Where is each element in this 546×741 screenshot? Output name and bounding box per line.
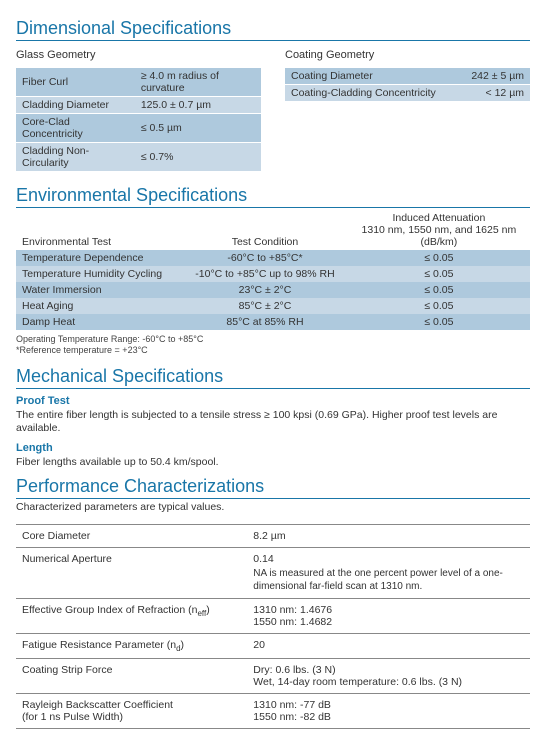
table-cell: Damp Heat [16, 314, 182, 330]
table-row: Fatigue Resistance Parameter (nd) 20 [16, 634, 530, 659]
glass-geometry-table: Fiber Curl≥ 4.0 m radius of curvature Cl… [16, 67, 261, 171]
table-cell: ≤ 0.7% [135, 143, 261, 172]
table-row: Coating Strip Force Dry: 0.6 lbs. (3 N) … [16, 659, 530, 694]
table-cell: ≤ 0.05 [348, 266, 530, 282]
dimensional-title: Dimensional Specifications [16, 18, 530, 41]
table-cell: ≤ 0.05 [348, 298, 530, 314]
table-cell: 0.14 NA is measured at the one percent p… [247, 548, 530, 599]
proof-test-head: Proof Test [16, 395, 530, 407]
table-cell: Core-Clad Concentricity [16, 114, 135, 143]
table-cell: Temperature Humidity Cycling [16, 266, 182, 282]
performance-title: Performance Characterizations [16, 476, 530, 499]
performance-intro: Characterized parameters are typical val… [16, 501, 530, 515]
length-text: Fiber lengths available up to 50.4 km/sp… [16, 456, 530, 470]
environmental-table: Environmental Test Test Condition Induce… [16, 210, 530, 330]
env-head-test: Environmental Test [16, 210, 182, 250]
table-row: Effective Group Index of Refraction (nef… [16, 599, 530, 634]
env-head-atten: Induced Attenuation 1310 nm, 1550 nm, an… [348, 210, 530, 250]
table-cell: 20 [247, 634, 530, 659]
table-cell: Fiber Curl [16, 68, 135, 97]
table-cell: Cladding Non-Circularity [16, 143, 135, 172]
mechanical-title: Mechanical Specifications [16, 366, 530, 389]
table-cell: 1310 nm: 1.4676 1550 nm: 1.4682 [247, 599, 530, 634]
table-cell: Rayleigh Backscatter Coefficient (for 1 … [16, 694, 247, 729]
table-row: Numerical Aperture 0.14 NA is measured a… [16, 548, 530, 599]
coating-geometry-table: Coating Diameter242 ± 5 µm Coating-Cladd… [285, 67, 530, 101]
table-cell: Heat Aging [16, 298, 182, 314]
table-cell: Water Immersion [16, 282, 182, 298]
proof-test-text: The entire fiber length is subjected to … [16, 409, 530, 436]
glass-geometry-label: Glass Geometry [16, 49, 261, 61]
table-cell: Temperature Dependence [16, 250, 182, 266]
environmental-title: Environmental Specifications [16, 185, 530, 208]
table-cell: Effective Group Index of Refraction (nef… [16, 599, 247, 634]
table-cell: Cladding Diameter [16, 97, 135, 114]
table-cell: ≤ 0.05 [348, 314, 530, 330]
table-cell: 125.0 ± 0.7 µm [135, 97, 261, 114]
table-cell: Coating-Cladding Concentricity [285, 85, 458, 102]
performance-table: Core Diameter 8.2 µm Numerical Aperture … [16, 524, 530, 729]
table-cell: 242 ± 5 µm [458, 68, 530, 85]
table-cell: Coating Diameter [285, 68, 458, 85]
table-cell: 23°C ± 2°C [182, 282, 348, 298]
table-cell: ≤ 0.05 [348, 250, 530, 266]
table-cell: < 12 µm [458, 85, 530, 102]
length-head: Length [16, 442, 530, 454]
table-cell: 1310 nm: -77 dB 1550 nm: -82 dB [247, 694, 530, 729]
table-cell: ≤ 0.5 µm [135, 114, 261, 143]
table-cell: -60°C to +85°C* [182, 250, 348, 266]
table-cell: 85°C at 85% RH [182, 314, 348, 330]
table-row: Rayleigh Backscatter Coefficient (for 1 … [16, 694, 530, 729]
table-row: Core Diameter 8.2 µm [16, 525, 530, 548]
table-cell: Dry: 0.6 lbs. (3 N) Wet, 14-day room tem… [247, 659, 530, 694]
table-cell: ≥ 4.0 m radius of curvature [135, 68, 261, 97]
table-cell: Coating Strip Force [16, 659, 247, 694]
coating-geometry-label: Coating Geometry [285, 49, 530, 61]
env-footnote: Operating Temperature Range: -60°C to +8… [16, 334, 530, 356]
table-cell: Numerical Aperture [16, 548, 247, 599]
table-cell: Fatigue Resistance Parameter (nd) [16, 634, 247, 659]
table-cell: Core Diameter [16, 525, 247, 548]
env-head-cond: Test Condition [182, 210, 348, 250]
table-cell: ≤ 0.05 [348, 282, 530, 298]
table-cell: 85°C ± 2°C [182, 298, 348, 314]
table-cell: -10°C to +85°C up to 98% RH [182, 266, 348, 282]
table-cell: 8.2 µm [247, 525, 530, 548]
